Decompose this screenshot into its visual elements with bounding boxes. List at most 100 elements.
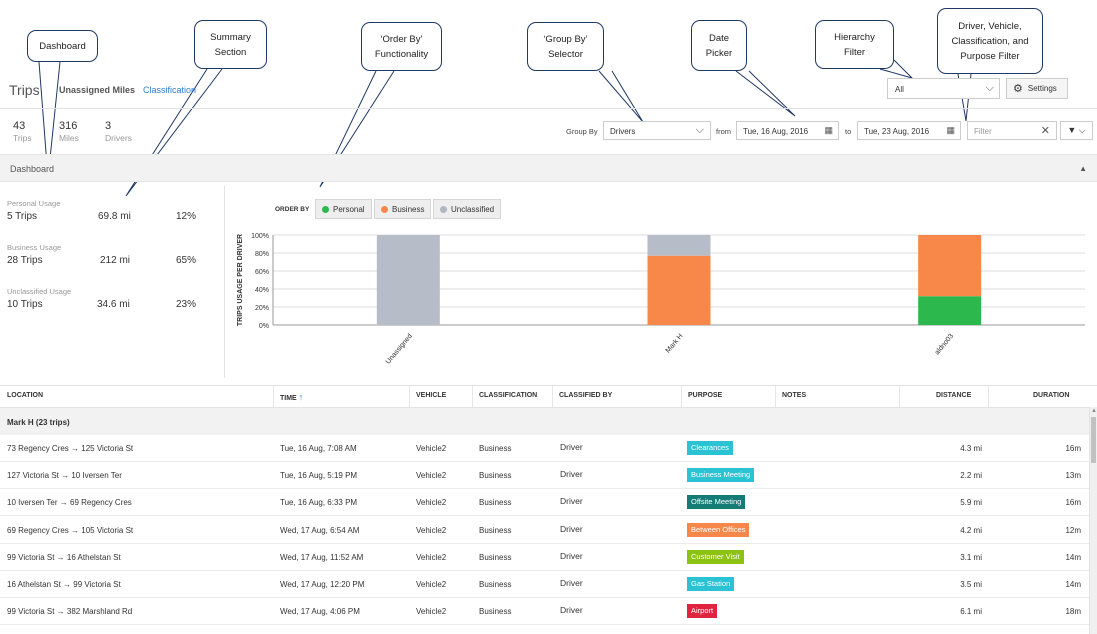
business-usage-heading: Business Usage (7, 243, 62, 252)
business-dot (381, 205, 388, 213)
table-row[interactable]: 10 Iversen Ter → 69 Regency Cres Tue, 16 … (0, 489, 1089, 517)
business-miles: 212 mi (100, 255, 131, 266)
order-chip-business[interactable]: Business (374, 199, 432, 219)
dashboard-section-header[interactable]: Dashboard ▲ (0, 154, 1097, 182)
col-divider (409, 385, 410, 407)
hierarchy-filter-select[interactable]: All ⌵ (887, 78, 1000, 99)
calendar-icon[interactable]: ▦ (824, 125, 833, 135)
table-row[interactable]: 99 Victoria St → 382 Marshland Rd Wed, 17… (0, 598, 1089, 626)
dashboard-title: Dashboard (10, 164, 55, 174)
unclassified-miles: 34.6 mi (97, 299, 130, 310)
callout-order-by-text: ‘Order By’ Functionality (374, 33, 429, 60)
callout-summary: Summary Section (194, 20, 267, 69)
personal-pct: 12% (176, 211, 197, 222)
from-date-value: Tue, 16 Aug, 2016 (743, 127, 809, 136)
col-location[interactable]: LOCATION (7, 392, 44, 399)
bar-unclassified-0 (376, 235, 440, 325)
tab-unassigned-miles[interactable]: Unassigned Miles (59, 85, 136, 95)
cell-location: 16 Athelstan St → 99 Victoria St (7, 580, 121, 589)
purpose-badge[interactable]: Business Meeting (687, 468, 755, 483)
to-date-input[interactable]: Tue, 23 Aug, 2016 ▦ (857, 121, 961, 140)
dashboard-divider (224, 186, 225, 378)
col-vehicle[interactable]: VEHICLE (416, 392, 447, 399)
cell-classified-by: Driver (560, 578, 583, 588)
from-date-input[interactable]: Tue, 16 Aug, 2016 ▦ (736, 121, 839, 140)
cell-vehicle: Vehicle2 (416, 580, 447, 589)
order-chip-personal[interactable]: Personal (315, 199, 372, 219)
col-purpose[interactable]: PURPOSE (688, 392, 723, 399)
cell-location: 127 Victoria St → 10 Iversen Ter (7, 471, 122, 481)
bar-business-2 (918, 235, 982, 297)
col-classified-by[interactable]: CLASSIFIED BY (559, 392, 613, 399)
purpose-badge[interactable]: Between Offices (687, 522, 750, 537)
tab-classification[interactable]: Classification (143, 85, 197, 95)
col-notes[interactable]: NOTES (782, 392, 807, 399)
cell-classification: Business (479, 471, 512, 481)
callout-summary-text: Summary Section (210, 31, 251, 58)
personal-trips: 5 Trips (7, 211, 38, 222)
filter-input[interactable]: Filter ✕ (967, 121, 1057, 140)
order-chip-personal-label: Personal (333, 204, 365, 214)
table-row[interactable]: 127 Victoria St → 10 Iversen Ter Tue, 16 … (0, 462, 1089, 490)
col-divider (775, 385, 776, 407)
cell-duration: 14m (1065, 552, 1081, 562)
collapse-caret-icon[interactable]: ▲ (1079, 164, 1087, 173)
group-by-select[interactable]: Drivers ⌵ (603, 121, 711, 140)
gear-icon: ⚙ (1013, 83, 1023, 95)
cell-distance: 6.1 mi (960, 607, 982, 617)
purpose-badge[interactable]: Offsite Meeting (687, 495, 746, 510)
filter-placeholder: Filter (974, 127, 992, 136)
to-date-value: Tue, 23 Aug, 2016 (864, 127, 930, 136)
col-divider (899, 385, 900, 407)
clear-icon[interactable]: ✕ (1040, 125, 1050, 137)
cell-distance: 3.1 mi (960, 552, 982, 562)
cell-distance: 4.2 mi (960, 525, 982, 535)
y-tick-label: 40% (255, 287, 269, 294)
stat-trips-label: Trips (13, 133, 32, 143)
callout-filters-text: Driver, Vehicle, Classification, and Pur… (951, 20, 1029, 62)
funnel-icon: ▼ (1067, 125, 1077, 135)
col-classification[interactable]: CLASSIFICATION (479, 392, 538, 399)
col-time[interactable]: TIME ↑ (280, 392, 303, 402)
scrollbar-thumb[interactable] (1091, 417, 1096, 463)
settings-button[interactable]: ⚙ Settings (1006, 78, 1068, 99)
table-row[interactable]: 73 Regency Cres → 125 Victoria St Tue, 16… (0, 435, 1089, 462)
calendar-icon[interactable]: ▦ (946, 125, 955, 135)
col-duration[interactable]: DURATION (1033, 392, 1070, 399)
cell-classified-by: Driver (560, 550, 583, 561)
stat-miles-value: 316 (59, 120, 78, 132)
order-chip-unclassified-label: Unclassified (451, 204, 495, 214)
cell-vehicle: Vehicle2 (416, 552, 447, 562)
stat-drivers-label: Drivers (105, 133, 132, 143)
col-distance[interactable]: DISTANCE (936, 392, 972, 399)
cell-vehicle: Vehicle2 (416, 444, 447, 453)
purpose-badge[interactable]: Airport (687, 604, 718, 619)
purpose-badge[interactable]: Clearances (687, 441, 733, 455)
cell-classified-by: Driver (560, 523, 583, 534)
callout-date-picker: Date Picker (691, 20, 747, 71)
settings-label: Settings (1027, 84, 1057, 93)
callout-hierarchy-text: Hierarchy Filter (834, 31, 875, 58)
scroll-up-icon[interactable]: ▲ (1091, 408, 1097, 414)
cell-time: Wed, 17 Aug, 4:06 PM (280, 607, 360, 617)
cell-time: Tue, 16 Aug, 6:33 PM (280, 498, 358, 508)
cell-classification: Business (479, 498, 512, 508)
table-row[interactable]: 69 Regency Cres → 105 Victoria St Wed, 17… (0, 517, 1089, 544)
group-row-mark-h[interactable]: Mark H (23 trips) (0, 407, 1089, 435)
business-trips: 28 Trips (7, 255, 43, 266)
y-tick-label: 80% (255, 251, 269, 258)
purpose-badge[interactable]: Gas Station (687, 577, 735, 591)
table-scrollbar[interactable]: ▲ (1089, 407, 1097, 634)
group-by-value: Drivers (610, 127, 636, 136)
bar-business-1 (647, 255, 711, 325)
stat-drivers-value: 3 (105, 120, 112, 132)
table-row[interactable]: 99 Victoria St → 16 Athelstan St Wed, 17 … (0, 544, 1089, 571)
filter-menu-button[interactable]: ▼ ⌵ (1060, 121, 1093, 140)
cell-classification: Business (479, 525, 512, 535)
y-axis-label: TRIPS USAGE PER DRIVER (237, 234, 244, 326)
purpose-badge[interactable]: Customer Visit (687, 549, 744, 564)
cell-time: Wed, 17 Aug, 6:54 AM (280, 525, 360, 535)
order-chip-unclassified[interactable]: Unclassified (433, 199, 502, 219)
bar-unclassified-1 (647, 235, 711, 256)
table-row[interactable]: 16 Athelstan St → 99 Victoria St Wed, 17 … (0, 571, 1089, 598)
